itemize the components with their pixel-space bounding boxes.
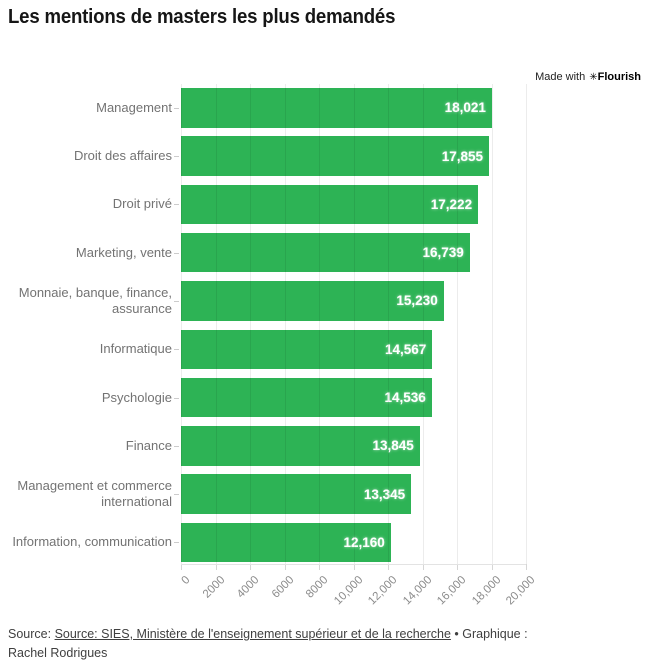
x-gridline [215,84,217,564]
bar-value-label: 15,230 [396,293,438,309]
category-label: Marketing, vente [75,244,172,260]
bar[interactable]: 17,855 [181,136,489,176]
category-label: Informatique [99,341,172,357]
category-label: Finance [125,437,172,453]
bar-value-label: 17,855 [441,148,483,164]
x-tick-label: 4000 [234,573,262,601]
category-tick [174,494,179,496]
x-axis-tick [215,563,217,570]
x-tick-label: 18,000 [469,573,503,607]
source-prefix: Source: [8,627,55,641]
x-tick-label: 2000 [200,573,227,601]
category-label: Droit privé [112,196,172,212]
bar-value-label: 17,222 [430,196,473,212]
made-with-label: Made with [535,71,586,83]
bar[interactable]: 16,739 [181,232,470,273]
x-gridline [422,84,424,564]
x-axis-tick [284,563,286,570]
x-tick-label: 0 [179,573,193,587]
x-gridline [457,84,458,564]
x-tick-label: 16,000 [435,573,469,607]
bar[interactable]: 17,222 [181,184,479,225]
x-gridline [491,84,493,564]
x-gridline [319,84,320,564]
graphic-credit: Graphique : Rachel Rodrigues [8,627,528,660]
x-tick-label: 20,000 [504,573,538,607]
bar[interactable]: 13,845 [181,426,420,466]
x-axis-tick [388,563,389,570]
bar[interactable]: 12,160 [181,522,391,563]
x-tick-label: 12,000 [366,573,400,607]
x-gridline [388,84,389,564]
bar-value-label: 14,567 [384,341,427,357]
bar[interactable]: 18,021 [181,88,492,128]
bar[interactable]: 14,567 [181,329,433,369]
bar-value-label: 12,160 [343,534,385,550]
x-axis-tick [491,563,493,570]
x-axis-tick [353,563,355,570]
category-label: Information, communication [12,534,172,550]
bar[interactable]: 13,345 [181,474,412,514]
category-label: Droit des affaires [73,148,172,164]
x-tick-label: 8000 [303,573,331,601]
bar[interactable]: 14,536 [181,377,432,418]
separator-bullet: • [450,627,463,641]
x-axis-tick [181,563,182,570]
category-label: Management et commerce international [17,478,172,510]
x-axis-line [181,563,526,565]
x-axis-tick [526,563,527,570]
source-link[interactable]: Source: SIES, Ministère de l'enseignemen… [54,627,451,641]
x-gridline [526,84,527,564]
x-gridline [181,84,182,564]
category-label: Management [96,99,172,115]
x-axis-tick [250,563,251,570]
category-tick [174,349,179,351]
category-tick [174,204,179,206]
bar[interactable]: 15,230 [181,281,444,321]
chart-title: Les mentions de masters les plus demandé… [8,6,396,28]
category-tick [174,156,179,158]
x-gridline [353,84,355,564]
bar-value-label: 16,739 [422,245,464,261]
x-axis-tick [457,563,458,570]
bar-value-label: 13,845 [372,438,414,454]
category-label: Monnaie, banque, finance, assurance [18,284,172,316]
category-tick [174,300,179,302]
category-label: Psychologie [101,389,172,405]
flourish-flower-icon: ✳ [589,72,598,83]
category-tick [174,107,179,109]
x-tick-label: 6000 [269,573,296,601]
x-gridline [250,84,251,564]
x-tick-label: 10,000 [331,573,365,607]
category-tick [174,445,179,447]
flourish-attribution[interactable]: Made with ✳Flourish [535,71,641,83]
bar-value-label: 14,536 [384,390,426,406]
category-tick [174,252,179,254]
x-tick-label: 14,000 [400,573,434,607]
flourish-brand-label: Flourish [597,71,641,83]
source-footer: Source: Source: SIES, Ministère de l'ens… [8,625,556,663]
bar-value-label: 13,345 [363,486,406,502]
x-axis-tick [319,563,320,570]
category-tick [174,397,179,399]
x-axis-tick [422,563,424,570]
bar-value-label: 18,021 [444,100,486,116]
x-gridline [284,84,286,564]
category-tick [174,542,179,544]
